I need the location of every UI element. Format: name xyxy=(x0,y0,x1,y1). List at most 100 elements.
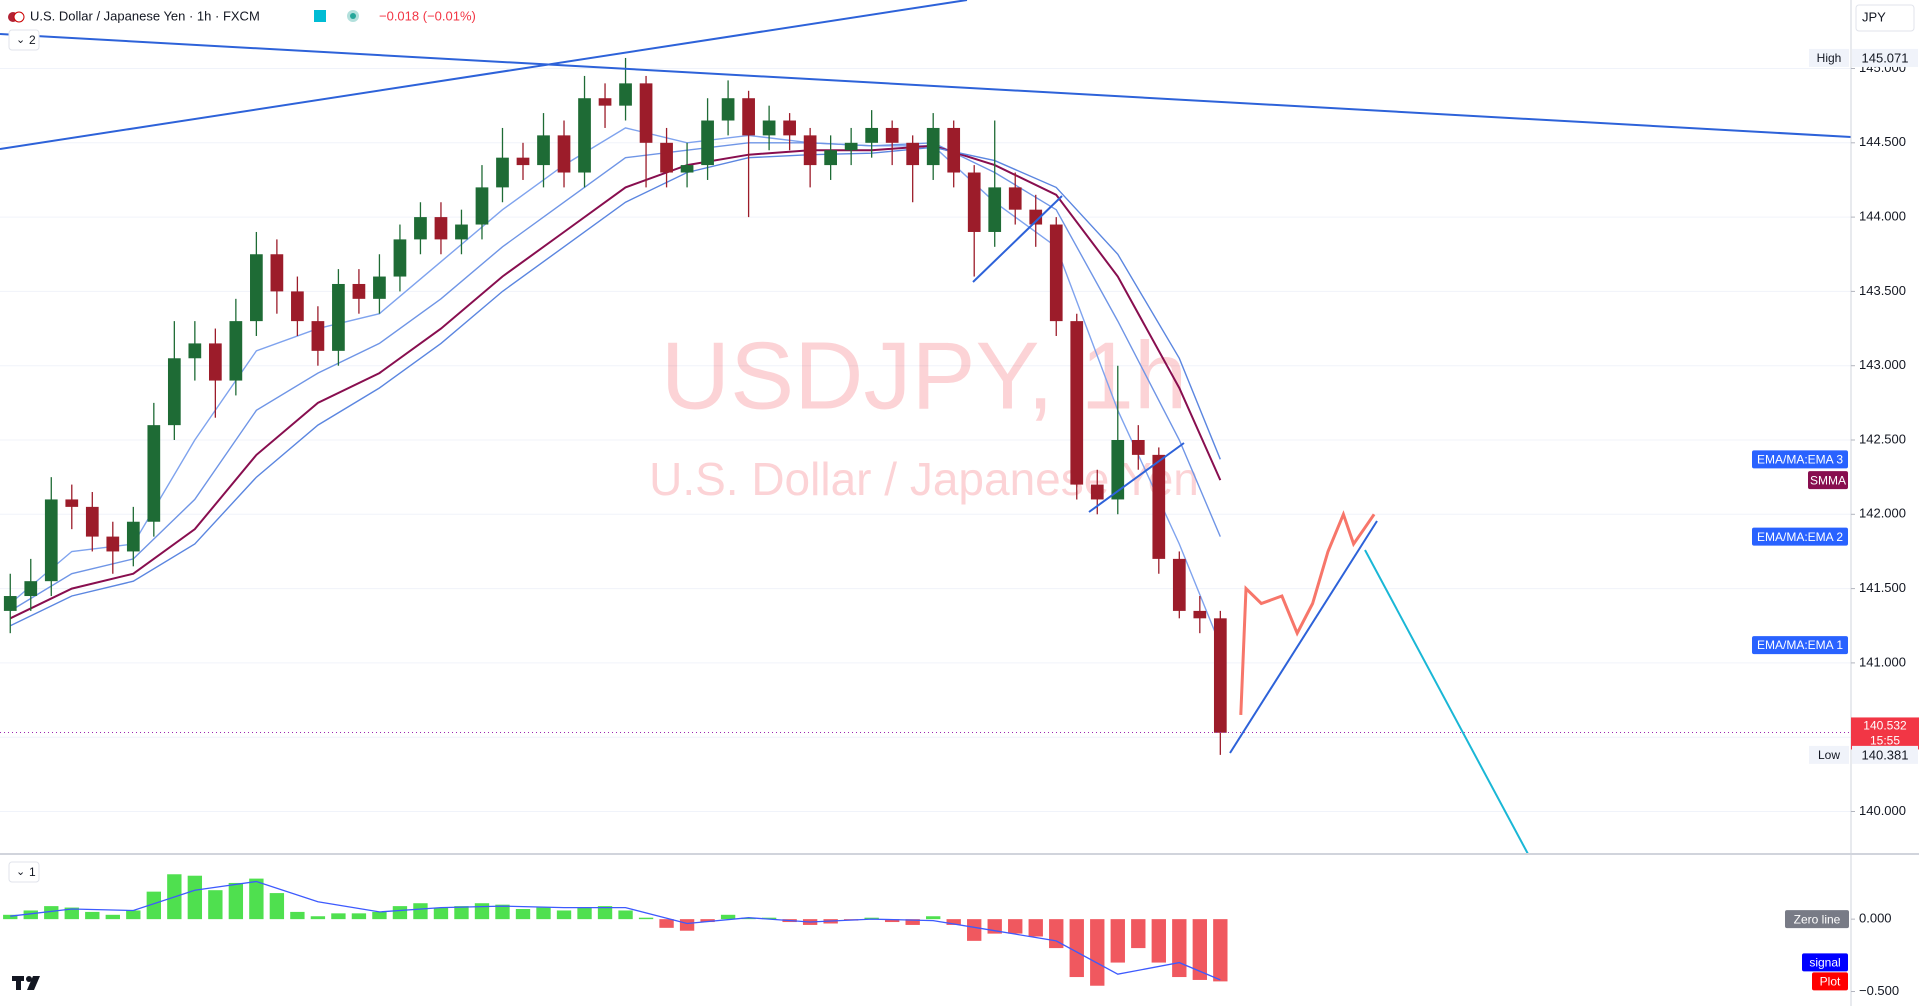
histogram-bar xyxy=(659,919,674,928)
high-name: High xyxy=(1817,51,1842,65)
trend-line[interactable] xyxy=(1229,520,1378,754)
histogram-bar xyxy=(864,917,879,920)
pane-toggle[interactable] xyxy=(8,861,40,883)
y-tick-label: 141.500 xyxy=(1859,580,1906,595)
y-tick-label: −0.500 xyxy=(1859,983,1899,998)
histogram-bar xyxy=(187,875,203,920)
y-tick-label: 144.000 xyxy=(1859,209,1906,224)
flag-marker[interactable] xyxy=(314,10,326,22)
histogram-bar xyxy=(23,910,38,920)
low-name-box xyxy=(1809,745,1849,764)
histogram-bar xyxy=(413,903,428,920)
candle-body xyxy=(332,283,345,351)
candle-body xyxy=(680,165,694,173)
histogram-bar xyxy=(351,913,367,920)
low-value-box xyxy=(1852,745,1918,764)
histogram-bar xyxy=(1213,919,1228,982)
currency-button[interactable] xyxy=(1855,4,1915,32)
candle-body xyxy=(762,120,776,136)
watermark-title: USDJPY, 1h xyxy=(661,322,1188,429)
candle-body xyxy=(1131,440,1145,455)
watermark: USDJPY, 1h U.S. Dollar / Japanese Yen xyxy=(649,322,1199,505)
candle-body xyxy=(291,291,304,322)
histogram-bar xyxy=(1131,919,1146,949)
histogram-bar xyxy=(454,906,469,920)
histogram-bar xyxy=(249,878,264,920)
histogram-bar xyxy=(44,906,59,920)
y-tick-label: 143.000 xyxy=(1859,357,1906,372)
histogram-bar xyxy=(761,917,777,920)
tag-box xyxy=(1808,471,1848,490)
histogram-bar xyxy=(1172,919,1187,978)
candle-body xyxy=(414,217,427,240)
candle-body xyxy=(434,217,448,240)
candle-body xyxy=(824,150,838,166)
y-tick-label: 144.500 xyxy=(1859,134,1906,149)
candle-body xyxy=(126,521,140,552)
tv-logo xyxy=(12,976,40,990)
trend-line[interactable] xyxy=(0,33,1852,138)
price-change: −0.018 (−0.01%) xyxy=(379,8,476,23)
candle-body xyxy=(188,343,202,359)
tag-label: signal xyxy=(1809,956,1840,970)
tag-label: SMMA xyxy=(1810,473,1846,487)
tag-label: EMA/MA:EMA 3 xyxy=(1757,452,1843,466)
tag-label: Plot xyxy=(1820,975,1841,989)
tag-box xyxy=(1752,527,1848,546)
histogram-bar xyxy=(577,907,592,920)
candle-body xyxy=(906,142,920,166)
histogram-bar xyxy=(556,910,572,920)
candle-body xyxy=(1070,321,1084,485)
candle-body xyxy=(24,581,38,597)
candle-body xyxy=(373,276,386,299)
candle-body xyxy=(988,187,1002,232)
zero-line-label: Zero line xyxy=(1794,912,1841,926)
high-value-box xyxy=(1852,48,1918,67)
drawings xyxy=(0,0,1852,855)
histogram-bar xyxy=(3,914,18,920)
last-price-box xyxy=(1851,717,1919,750)
candle-body xyxy=(250,254,263,322)
tag-box xyxy=(1802,953,1848,972)
pane-count: 2 xyxy=(29,33,36,47)
low-name: Low xyxy=(1818,748,1840,762)
y-tick-label: 142.500 xyxy=(1859,431,1906,446)
histogram-bar xyxy=(1090,919,1105,986)
trend-line[interactable] xyxy=(972,195,1063,283)
last-price-label: 140.532 xyxy=(1863,719,1907,733)
candle-body xyxy=(44,499,58,582)
high-name-box xyxy=(1809,48,1849,67)
histogram-bar xyxy=(741,917,756,920)
histogram-bar xyxy=(85,911,100,920)
pane-toggle[interactable] xyxy=(8,29,40,51)
candle-body xyxy=(578,98,591,173)
trend-line[interactable] xyxy=(1364,549,1529,855)
histogram-bar xyxy=(372,911,387,920)
candle-body xyxy=(147,425,161,522)
candle-body xyxy=(619,83,632,106)
histogram-bar xyxy=(884,919,900,923)
histogram-bar xyxy=(618,910,633,920)
histogram-bar xyxy=(515,909,531,920)
histogram-bar xyxy=(967,919,982,941)
trend-line[interactable] xyxy=(0,0,968,150)
histogram-bar xyxy=(946,919,961,925)
histogram-bar xyxy=(1110,919,1125,963)
histogram-bar xyxy=(495,904,510,920)
histogram-bar xyxy=(331,913,346,920)
candle-body xyxy=(455,224,468,240)
candle-body xyxy=(926,127,940,166)
signal-line xyxy=(10,880,1221,981)
candle-body xyxy=(639,83,653,143)
candle-body xyxy=(885,127,899,143)
trend-line[interactable] xyxy=(1088,442,1185,513)
candle-body xyxy=(1008,187,1022,210)
low-value: 140.381 xyxy=(1862,747,1909,762)
histogram-bar xyxy=(1151,919,1166,963)
marks xyxy=(0,57,1851,986)
histogram-bar xyxy=(146,891,162,920)
candle-body xyxy=(844,142,858,151)
candle-body xyxy=(1111,440,1125,500)
histogram-bar xyxy=(310,916,326,920)
